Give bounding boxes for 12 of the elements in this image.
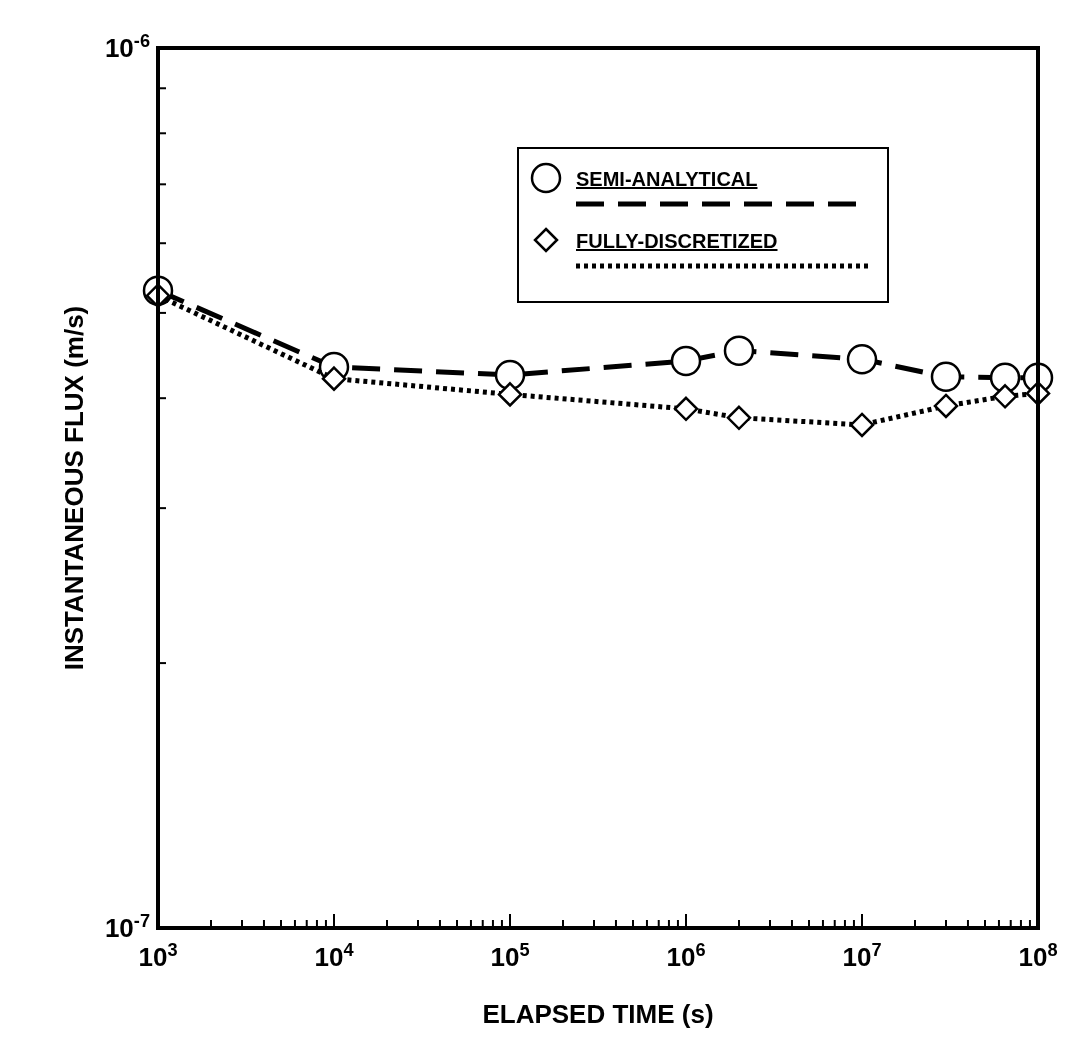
x-tick-label: 10$^{8}$ [1018,940,1058,972]
legend-label: SEMI-ANALYTICAL [576,168,758,190]
x-tick-label: 10$^{4}$ [314,940,355,972]
y-axis-title: INSTANTANEOUS FLUX (m/s) [59,305,89,671]
y-tick-label: 10$^{-7}$ [104,911,150,943]
y-tick-label: 10$^{-6}$ [104,31,150,63]
legend-label: FULLY-DISCRETIZED [576,230,778,252]
x-tick-label: 10$^{3}$ [138,940,178,972]
x-tick-label: 10$^{7}$ [842,940,882,972]
x-tick-label: 10$^{6}$ [666,940,706,972]
x-axis-title: ELAPSED TIME (s) [482,999,714,1029]
x-tick-label: 10$^{5}$ [490,940,530,972]
